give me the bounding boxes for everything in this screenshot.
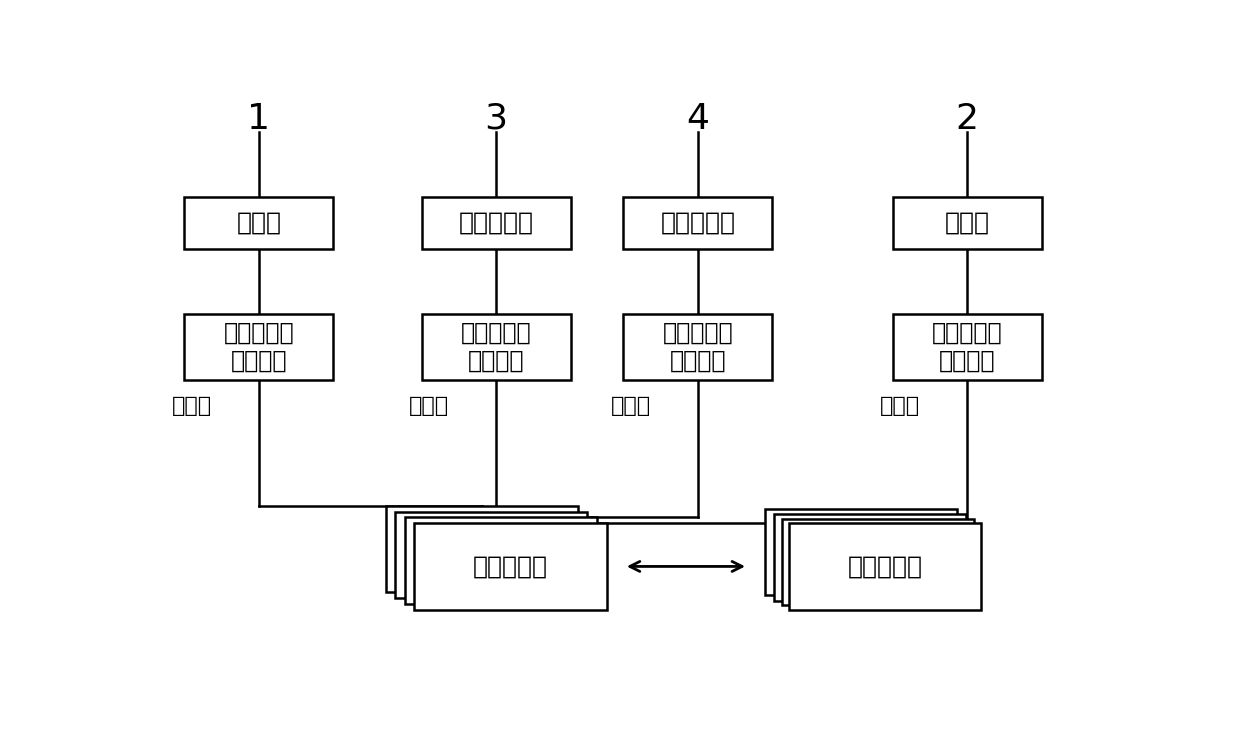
Text: 减速板手柄: 减速板手柄 [661, 211, 735, 235]
Text: 3: 3 [485, 102, 507, 136]
Bar [422, 196, 570, 249]
Bar [386, 506, 578, 592]
Bar [781, 518, 973, 605]
Text: 数据集中器: 数据集中器 [474, 554, 548, 578]
Bar [765, 509, 957, 596]
Text: 光信号: 光信号 [610, 396, 651, 416]
Text: 4: 4 [687, 102, 709, 136]
Text: 右侧杆: 右侧杆 [945, 211, 990, 235]
Bar [396, 512, 588, 598]
Bar [893, 196, 1042, 249]
Text: 双余度光位
移传感器: 双余度光位 移传感器 [662, 321, 733, 373]
Text: 1: 1 [247, 102, 270, 136]
Text: 2: 2 [956, 102, 978, 136]
Bar [404, 518, 598, 604]
Text: 双余度光位
移传感器: 双余度光位 移传感器 [461, 321, 532, 373]
Bar [414, 524, 606, 610]
Bar [624, 196, 773, 249]
Bar [185, 196, 334, 249]
Text: 双余度光位
移传感器: 双余度光位 移传感器 [223, 321, 294, 373]
Text: 光信号: 光信号 [879, 396, 920, 416]
Bar [774, 514, 966, 601]
Bar [422, 314, 570, 380]
Text: 光信号: 光信号 [171, 396, 212, 416]
Bar [893, 314, 1042, 380]
Text: 光信号: 光信号 [409, 396, 449, 416]
Text: 双余度光位
移传感器: 双余度光位 移传感器 [931, 321, 1002, 373]
Text: 左侧杆: 左侧杆 [237, 211, 281, 235]
Bar [789, 524, 982, 610]
Bar [185, 314, 334, 380]
Bar [624, 314, 773, 380]
Text: 飞控计算机: 飞控计算机 [848, 554, 923, 578]
Text: 方向舵脚蹬: 方向舵脚蹬 [459, 211, 533, 235]
